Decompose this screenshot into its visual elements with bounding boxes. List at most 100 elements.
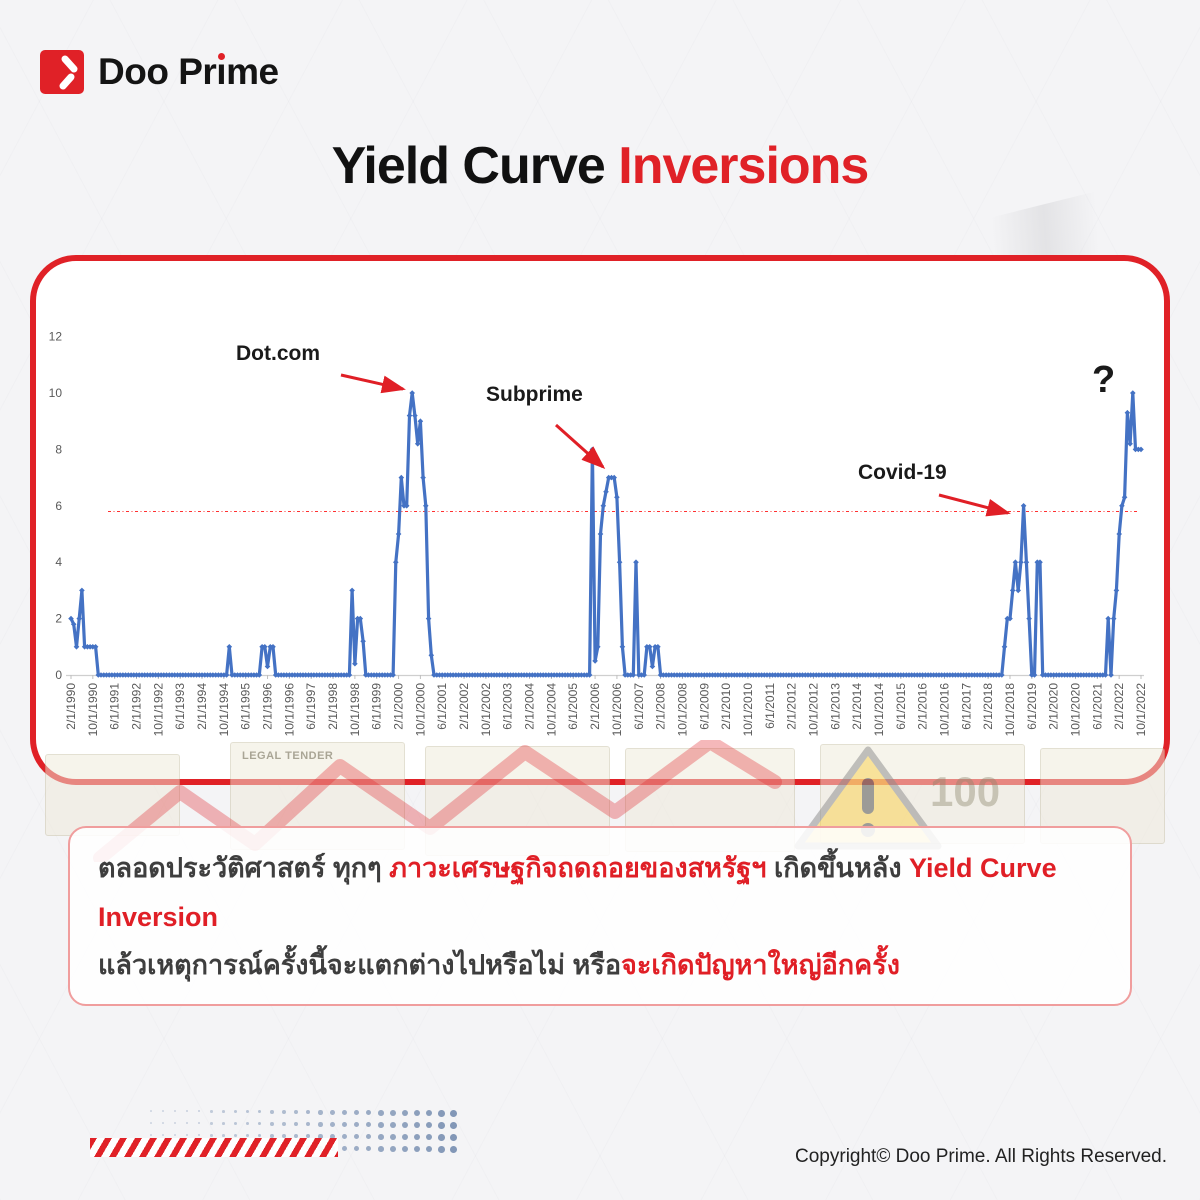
caption-box: ตลอดประวัติศาสตร์ ทุกๆ ภาวะเศรษฐกิจถดถอย… [68, 826, 1132, 1006]
decor-dot [402, 1110, 408, 1116]
svg-text:2/1/2016: 2/1/2016 [916, 683, 930, 730]
decor-dot [402, 1122, 408, 1128]
decor-dot [414, 1134, 421, 1141]
svg-text:6/1/2005: 6/1/2005 [566, 683, 580, 730]
svg-text:?: ? [1092, 359, 1115, 401]
decor-dot [438, 1110, 445, 1117]
svg-text:2/1/2010: 2/1/2010 [719, 683, 733, 730]
decor-dot [282, 1122, 286, 1126]
svg-text:2/1/2004: 2/1/2004 [523, 683, 537, 730]
decor-dot [198, 1134, 201, 1137]
caption-seg3: เกิดขึ้นหลัง [766, 853, 910, 883]
decor-dot [162, 1134, 164, 1136]
svg-text:2/1/2008: 2/1/2008 [654, 683, 668, 730]
svg-text:6/1/2021: 6/1/2021 [1090, 683, 1104, 730]
page-title-red: Inversions [618, 137, 869, 195]
svg-text:2/1/2018: 2/1/2018 [981, 683, 995, 730]
decor-dot [162, 1110, 164, 1112]
decor-dot [282, 1134, 286, 1138]
decor-dot [354, 1146, 360, 1152]
decor-dot [234, 1134, 238, 1138]
brand-text-pre: Doo Pr [98, 51, 217, 92]
svg-text:2/1/2012: 2/1/2012 [785, 683, 799, 730]
decor-dot [378, 1146, 384, 1152]
brand-text-post: me [226, 51, 279, 92]
svg-text:2/1/2014: 2/1/2014 [850, 683, 864, 730]
decor-dot [246, 1134, 250, 1138]
decor-dot [318, 1134, 323, 1139]
decor-dot [234, 1122, 238, 1126]
decor-dot [450, 1110, 457, 1117]
svg-text:6/1/2009: 6/1/2009 [697, 683, 711, 730]
decor-dot [390, 1110, 396, 1116]
decor-dot [246, 1110, 250, 1114]
svg-text:6/1/2013: 6/1/2013 [828, 683, 842, 730]
svg-text:10/1/1990: 10/1/1990 [86, 683, 100, 737]
svg-text:2/1/1990: 2/1/1990 [64, 683, 78, 730]
decor-dot [198, 1122, 201, 1125]
svg-text:6/1/1995: 6/1/1995 [239, 683, 253, 730]
decor-dot [342, 1146, 347, 1151]
decor-dot [354, 1110, 360, 1116]
svg-text:10/1/2000: 10/1/2000 [413, 683, 427, 737]
svg-text:6/1/1991: 6/1/1991 [108, 683, 122, 730]
decor-dot [198, 1110, 201, 1113]
decor-dot [414, 1122, 421, 1129]
decor-dot [270, 1134, 274, 1138]
svg-text:2/1/2002: 2/1/2002 [457, 683, 471, 730]
decor-dot [354, 1122, 360, 1128]
decor-dot [450, 1146, 457, 1153]
svg-text:10/1/2004: 10/1/2004 [544, 683, 558, 737]
svg-text:10/1/2002: 10/1/2002 [479, 683, 493, 737]
svg-text:10/1/2008: 10/1/2008 [675, 683, 689, 737]
chart-card: 0 2 4 6 8 10 12 2/1/1990 10/1/1990 6/1/1991 2/1/19… [30, 255, 1170, 785]
decor-dot [150, 1134, 152, 1136]
decor-dot [210, 1110, 213, 1113]
caption-line2-red: จะเกิดปัญหาใหญ่อีกครั้ง [621, 950, 900, 981]
decor-dot [342, 1110, 347, 1115]
svg-text:10/1/2014: 10/1/2014 [872, 683, 886, 737]
decor-dot [174, 1122, 177, 1125]
decor-dot [426, 1134, 433, 1141]
decor-dot [414, 1146, 421, 1153]
svg-text:10/1/1996: 10/1/1996 [282, 683, 296, 737]
svg-text:10/1/2020: 10/1/2020 [1068, 683, 1082, 737]
decor-dot [306, 1134, 311, 1139]
decor-dot [438, 1146, 445, 1153]
svg-text:2/1/1998: 2/1/1998 [326, 683, 340, 730]
svg-text:10/1/1992: 10/1/1992 [151, 683, 165, 737]
svg-text:10/1/2006: 10/1/2006 [610, 683, 624, 737]
decor-dot [306, 1122, 311, 1127]
svg-text:2/1/2000: 2/1/2000 [392, 683, 406, 730]
decor-dot [318, 1122, 323, 1127]
decor-dot [162, 1122, 164, 1124]
svg-text:10: 10 [49, 386, 63, 400]
decor-dot [186, 1110, 189, 1113]
svg-text:Covid-19: Covid-19 [858, 461, 947, 484]
svg-text:2: 2 [55, 612, 62, 626]
decor-dot [258, 1110, 262, 1114]
svg-text:2/1/2022: 2/1/2022 [1112, 683, 1126, 730]
decor-dot [330, 1122, 335, 1127]
decor-dot [186, 1122, 189, 1125]
decor-dot [390, 1146, 396, 1152]
yield-curve-chart: 0 2 4 6 8 10 12 2/1/1990 10/1/1990 6/1/1991 2/1/19… [49, 330, 1148, 737]
svg-text:6/1/2019: 6/1/2019 [1025, 683, 1039, 730]
svg-text:Subprime: Subprime [486, 383, 583, 406]
decor-dot [438, 1122, 445, 1129]
decor-dot [366, 1122, 372, 1128]
decor-dot [426, 1146, 433, 1153]
decor-dot [222, 1134, 225, 1137]
decor-dot [378, 1122, 384, 1128]
caption-seg2-red: ภาวะเศรษฐกิจถดถอยของสหรัฐฯ [389, 853, 767, 883]
decor-dot [270, 1122, 274, 1126]
decor-dot [294, 1134, 299, 1139]
svg-text:2/1/2006: 2/1/2006 [588, 683, 602, 730]
brand-text: Doo Prıme [98, 51, 279, 93]
decor-dot [402, 1146, 408, 1152]
doo-prime-logo-icon [40, 50, 84, 94]
svg-text:12: 12 [49, 330, 63, 344]
decor-dot [366, 1146, 372, 1152]
decor-dot [354, 1134, 360, 1140]
